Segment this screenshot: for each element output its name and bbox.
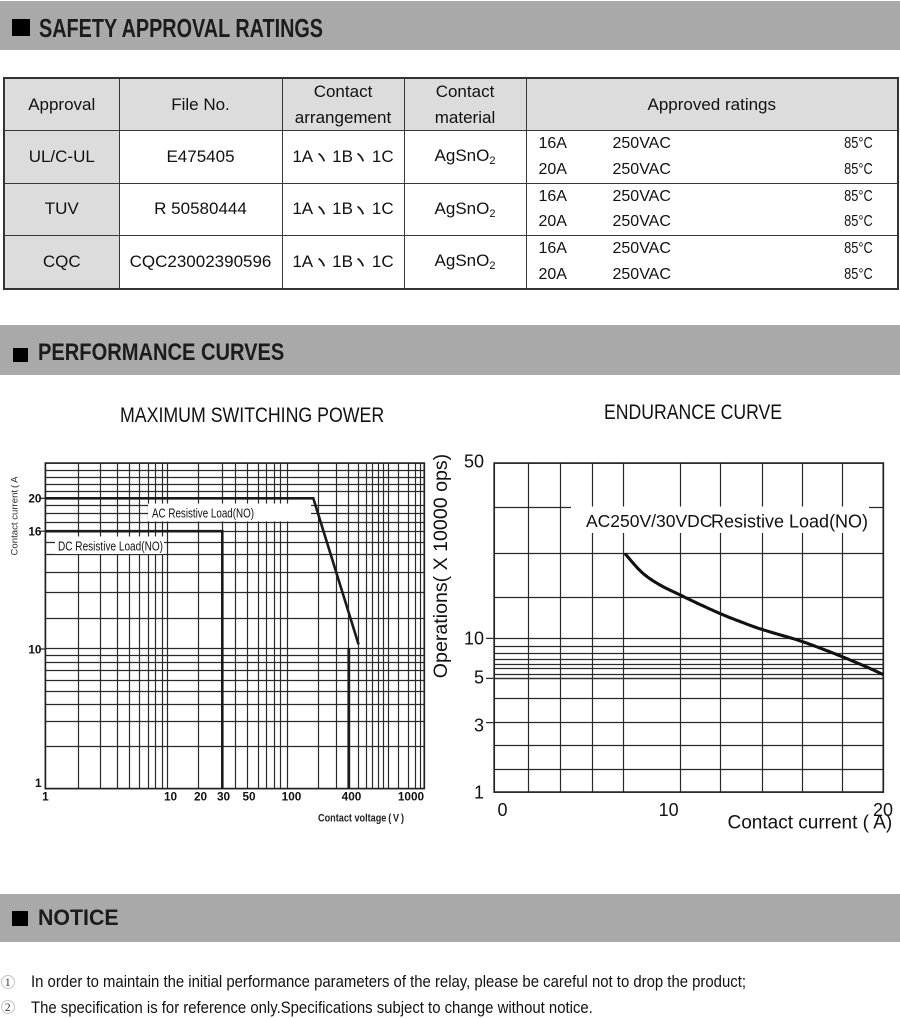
svg-text:10: 10 xyxy=(28,642,42,656)
svg-text:1: 1 xyxy=(474,783,484,803)
svg-text:10: 10 xyxy=(659,800,679,820)
svg-text:Resistive Load(NO): Resistive Load(NO) xyxy=(711,512,868,532)
svg-text:1: 1 xyxy=(35,776,42,790)
svg-text:5: 5 xyxy=(474,667,484,687)
svg-text:20: 20 xyxy=(28,492,42,506)
svg-text:3: 3 xyxy=(474,716,484,736)
svg-text:AC Resistive Load(NO): AC Resistive Load(NO) xyxy=(152,506,254,521)
svg-text:Operations( X 10000 ops): Operations( X 10000 ops) xyxy=(430,454,452,678)
svg-text:30: 30 xyxy=(217,790,231,804)
svg-text:20: 20 xyxy=(194,790,208,804)
svg-text:1: 1 xyxy=(42,790,49,804)
svg-text:Contact current ( A): Contact current ( A) xyxy=(728,813,893,834)
svg-text:1000: 1000 xyxy=(398,790,425,804)
svg-text:DC Resistive Load(NO): DC Resistive Load(NO) xyxy=(58,539,163,554)
svg-text:16: 16 xyxy=(28,525,42,539)
svg-text:50: 50 xyxy=(242,790,256,804)
svg-text:50: 50 xyxy=(464,452,484,472)
svg-text:Contact voltage ( V ): Contact voltage ( V ) xyxy=(318,813,404,825)
svg-text:0: 0 xyxy=(497,800,507,820)
svg-text:10: 10 xyxy=(164,790,178,804)
svg-text:AC250V/30VDC: AC250V/30VDC xyxy=(586,511,712,531)
svg-text:Contact current ( A: Contact current ( A xyxy=(10,476,21,556)
svg-text:10: 10 xyxy=(464,629,484,649)
svg-text:400: 400 xyxy=(342,790,362,804)
svg-text:100: 100 xyxy=(282,790,302,804)
svg-text:20: 20 xyxy=(873,800,893,820)
